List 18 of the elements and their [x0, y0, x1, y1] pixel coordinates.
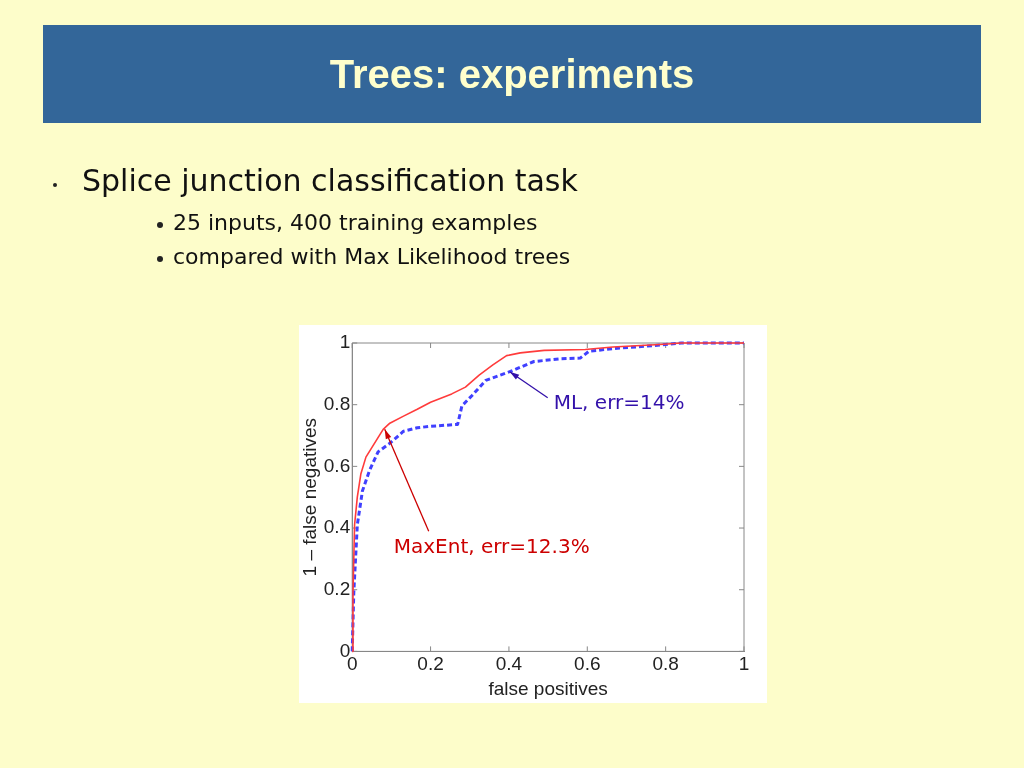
x-tick-label: 0.6: [574, 653, 601, 675]
x-axis-title: false positives: [488, 677, 608, 699]
y-tick-label: 0.2: [323, 577, 351, 599]
x-tick-label: 0.4: [495, 653, 523, 675]
text: 25 inputs, 400 training examples: [173, 210, 538, 235]
text: compared with Max Likelihood trees: [173, 244, 571, 269]
y-axis-title: 1 – false negatives: [298, 417, 320, 577]
chart-subtitle: Splice junction classification task: [82, 163, 578, 198]
y-tick-label: 0.4: [323, 516, 351, 538]
chart-title: Trees: experiments: [329, 51, 695, 97]
annotation: MaxEnt, err=12.3%: [393, 533, 590, 558]
y-tick-label: 1: [339, 331, 351, 353]
annotation: ML, err=14%: [553, 389, 685, 414]
y-tick-label: 0.8: [323, 392, 351, 414]
y-tick-label: 0.6: [323, 454, 351, 476]
x-tick-label: 1: [738, 653, 750, 675]
x-tick-label: 0.8: [652, 653, 679, 675]
x-tick-label: 0.2: [417, 653, 444, 675]
